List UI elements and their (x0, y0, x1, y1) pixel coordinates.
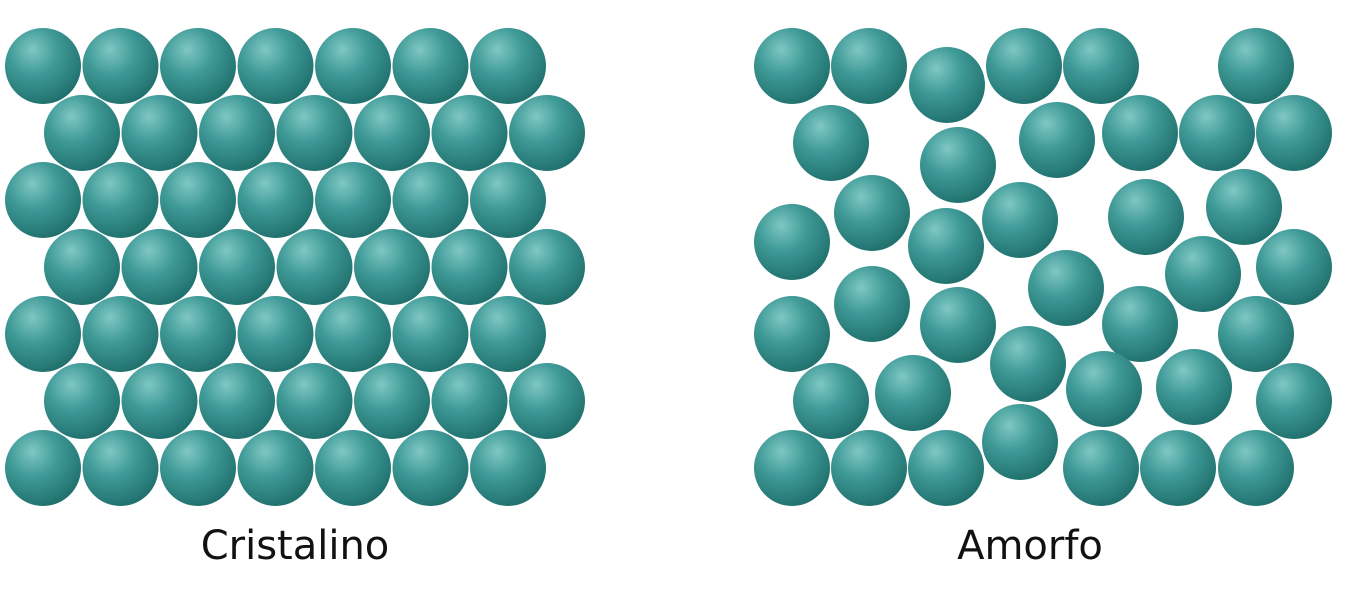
crystal-atom (276, 95, 353, 171)
crystal-atom (509, 363, 585, 439)
crystal-atom (315, 162, 391, 238)
crystal-atom (315, 430, 391, 506)
amorphous-atom (1066, 351, 1142, 427)
crystal-atom (82, 28, 159, 104)
crystal-atom (315, 28, 391, 104)
amorphous-atom (1102, 95, 1178, 171)
amorphous-atom (908, 430, 984, 506)
crystal-atom (237, 296, 314, 372)
amorphous-atom (754, 296, 830, 372)
crystal-atom (392, 28, 469, 104)
crystal-atom (470, 162, 546, 238)
crystalline-label: Cristalino (200, 523, 390, 569)
crystal-atom (392, 162, 469, 238)
crystal-atom (276, 363, 353, 439)
amorphous-atom (1218, 296, 1294, 372)
crystal-atom (121, 363, 198, 439)
crystal-atom (121, 95, 198, 171)
amorphous-atom (793, 363, 869, 439)
amorphous-atom (1063, 28, 1139, 104)
crystal-atom (431, 229, 508, 305)
crystal-atom (160, 162, 236, 238)
crystal-atom (199, 229, 275, 305)
crystal-atom (470, 296, 546, 372)
crystal-atom (392, 430, 469, 506)
amorphous-atom (982, 404, 1058, 480)
crystal-atom (470, 28, 546, 104)
crystal-atom (82, 296, 159, 372)
amorphous-atom (831, 28, 907, 104)
amorphous-atom (990, 326, 1066, 402)
amorphous-atom (1140, 430, 1216, 506)
crystal-atom (160, 28, 236, 104)
amorphous-atom (834, 266, 910, 342)
amorphous-atom (1165, 236, 1241, 312)
crystal-atom (431, 95, 508, 171)
amorphous-atom (920, 127, 996, 203)
crystal-atom (354, 363, 430, 439)
amorphous-atom (986, 28, 1062, 104)
amorphous-atom (875, 355, 951, 431)
crystal-atom (392, 296, 469, 372)
amorphous-atom (834, 175, 910, 251)
crystal-atom (160, 296, 236, 372)
amorphous-atom (1256, 229, 1332, 305)
amorphous-atom (1218, 430, 1294, 506)
crystal-atom (509, 95, 585, 171)
crystal-atom (354, 95, 430, 171)
crystal-atom (5, 296, 81, 372)
crystal-atom (237, 162, 314, 238)
crystalline-lattice (5, 28, 585, 506)
amorphous-arrangement (754, 28, 1332, 506)
amorphous-atom (1256, 95, 1332, 171)
crystal-atom (5, 430, 81, 506)
amorphous-atom (754, 204, 830, 280)
amorphous-atom (1218, 28, 1294, 104)
amorphous-label: Amorfo (957, 523, 1103, 569)
crystal-atom (44, 229, 120, 305)
crystal-atom (82, 430, 159, 506)
crystal-atom (5, 162, 81, 238)
crystal-atom (509, 229, 585, 305)
crystal-atom (160, 430, 236, 506)
amorphous-atom (1206, 169, 1282, 245)
amorphous-atom (1063, 430, 1139, 506)
crystal-atom (5, 28, 81, 104)
amorphous-atom (1256, 363, 1332, 439)
amorphous-atom (1019, 102, 1095, 178)
amorphous-atom (1108, 179, 1184, 255)
crystal-atom (315, 296, 391, 372)
crystal-atom (470, 430, 546, 506)
crystal-atom (121, 229, 198, 305)
amorphous-atom (1156, 349, 1232, 425)
amorphous-atom (908, 208, 984, 284)
amorphous-atom (831, 430, 907, 506)
crystal-atom (237, 430, 314, 506)
amorphous-atom (1179, 95, 1255, 171)
crystal-atom (354, 229, 430, 305)
amorphous-atom (793, 105, 869, 181)
crystal-atom (44, 363, 120, 439)
amorphous-atom (754, 430, 830, 506)
crystal-atom (199, 363, 275, 439)
amorphous-atom (1102, 286, 1178, 362)
amorphous-atom (982, 182, 1058, 258)
amorphous-atom (754, 28, 830, 104)
crystal-atom (82, 162, 159, 238)
crystal-atom (199, 95, 275, 171)
crystal-atom (431, 363, 508, 439)
crystal-atom (237, 28, 314, 104)
crystal-atom (276, 229, 353, 305)
amorphous-atom (1028, 250, 1104, 326)
amorphous-atom (920, 287, 996, 363)
amorphous-atom (909, 47, 985, 123)
crystal-atom (44, 95, 120, 171)
